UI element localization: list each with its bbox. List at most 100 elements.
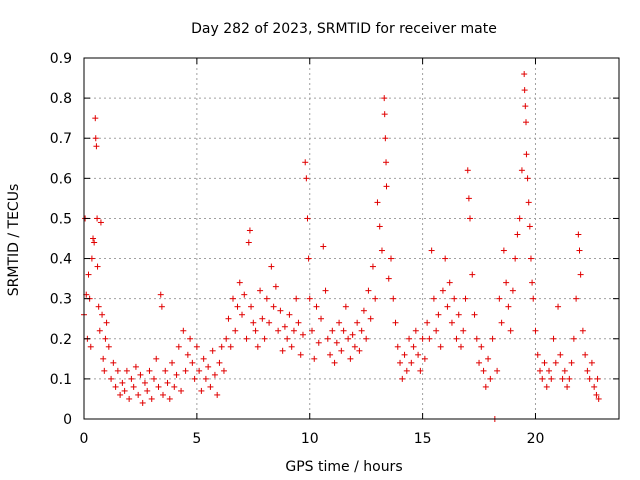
data-point xyxy=(92,135,99,142)
data-point xyxy=(489,335,496,342)
data-point xyxy=(376,223,383,230)
data-point xyxy=(336,319,343,326)
data-point xyxy=(254,343,261,350)
data-point xyxy=(182,367,189,374)
data-point xyxy=(550,335,557,342)
data-point xyxy=(200,355,207,362)
data-point xyxy=(87,343,94,350)
data-point xyxy=(114,367,121,374)
data-point xyxy=(155,383,162,390)
data-point xyxy=(394,343,401,350)
x-tick-label: 0 xyxy=(80,431,89,447)
data-point xyxy=(401,351,408,358)
data-point xyxy=(173,371,180,378)
data-point xyxy=(94,263,101,270)
data-point xyxy=(110,359,117,366)
data-point xyxy=(406,335,413,342)
data-point xyxy=(539,375,546,382)
data-point xyxy=(153,355,160,362)
data-point xyxy=(311,355,318,362)
data-point xyxy=(397,359,404,366)
data-point xyxy=(575,231,582,238)
data-point xyxy=(471,311,478,318)
data-point xyxy=(338,347,345,354)
data-point xyxy=(211,371,218,378)
x-tick-label: 15 xyxy=(414,431,432,447)
data-point xyxy=(469,271,476,278)
data-point xyxy=(270,303,277,310)
data-point xyxy=(175,343,182,350)
data-point xyxy=(577,271,584,278)
data-point xyxy=(415,351,422,358)
data-point xyxy=(591,383,598,390)
data-point xyxy=(381,95,388,102)
data-point xyxy=(248,303,255,310)
data-point xyxy=(245,239,252,246)
data-point xyxy=(101,367,108,374)
data-point xyxy=(184,351,191,358)
data-point xyxy=(95,303,102,310)
y-tick-label: 0.3 xyxy=(50,292,72,308)
data-point xyxy=(412,327,419,334)
x-tick-label: 5 xyxy=(192,431,201,447)
data-point xyxy=(137,371,144,378)
data-point xyxy=(433,327,440,334)
data-point xyxy=(529,279,536,286)
data-point xyxy=(119,379,126,386)
data-point xyxy=(385,275,392,282)
data-point xyxy=(236,279,243,286)
data-point xyxy=(158,303,165,310)
data-point xyxy=(579,327,586,334)
data-point xyxy=(512,255,519,262)
data-point xyxy=(527,255,534,262)
data-point xyxy=(243,335,250,342)
data-point xyxy=(365,287,372,294)
data-point xyxy=(518,167,525,174)
data-point xyxy=(85,271,92,278)
data-point xyxy=(112,383,119,390)
data-point xyxy=(117,391,124,398)
data-point xyxy=(90,235,97,242)
data-point xyxy=(169,359,176,366)
data-point xyxy=(160,391,167,398)
data-point xyxy=(225,315,232,322)
data-point xyxy=(209,347,216,354)
y-axis-label: SRMTID / TECUs xyxy=(6,184,22,297)
data-point xyxy=(453,335,460,342)
data-point xyxy=(410,343,417,350)
data-point xyxy=(421,355,428,362)
data-point xyxy=(566,375,573,382)
data-point xyxy=(356,347,363,354)
data-point xyxy=(595,395,602,402)
data-point xyxy=(91,239,98,246)
data-point xyxy=(342,303,349,310)
data-point xyxy=(148,395,155,402)
data-point xyxy=(290,327,297,334)
data-point xyxy=(383,183,390,190)
data-point xyxy=(220,367,227,374)
data-point xyxy=(141,379,148,386)
grid-layer xyxy=(84,58,619,419)
data-point xyxy=(524,175,531,182)
data-point xyxy=(465,195,472,202)
data-point xyxy=(329,327,336,334)
data-point xyxy=(94,215,101,222)
chart-title: Day 282 of 2023, SRMTID for receiver mat… xyxy=(191,21,497,37)
data-point xyxy=(246,227,253,234)
data-point xyxy=(509,287,516,294)
data-point xyxy=(214,391,221,398)
data-point xyxy=(252,327,259,334)
data-point xyxy=(297,351,304,358)
data-point xyxy=(150,375,157,382)
data-point xyxy=(347,355,354,362)
data-point xyxy=(444,303,451,310)
data-point xyxy=(218,343,225,350)
data-point xyxy=(315,339,322,346)
data-point xyxy=(521,71,528,78)
data-point xyxy=(121,387,128,394)
data-point xyxy=(374,199,381,206)
data-point xyxy=(202,375,209,382)
data-point xyxy=(293,295,300,302)
data-point xyxy=(435,311,442,318)
